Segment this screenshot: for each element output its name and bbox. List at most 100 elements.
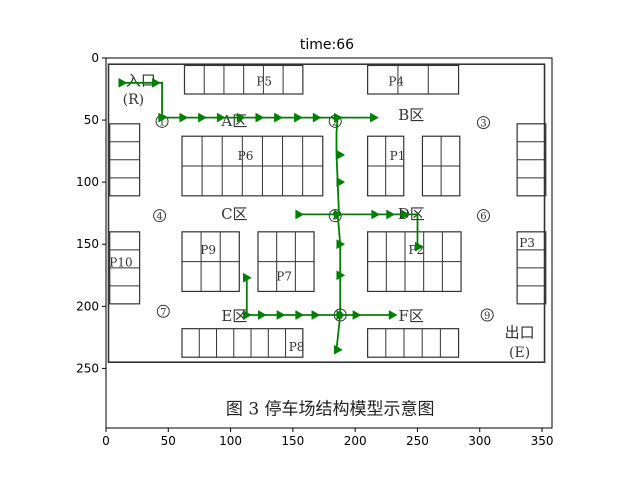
route-line-segment (122, 81, 374, 119)
route-marker (276, 310, 286, 320)
route-marker (401, 209, 411, 220)
parking-area-label: P6 (238, 149, 254, 163)
route-marker (294, 112, 303, 123)
parking-area-label: P4 (388, 74, 404, 88)
route-marker (216, 112, 226, 123)
stall-block-p6 (181, 135, 324, 197)
route-marker (243, 272, 252, 283)
exit-label: 出口 (505, 323, 535, 341)
y-tick-label: 100 (76, 175, 99, 189)
zone-label: E区 (221, 307, 247, 325)
junction-node-label: 1 (159, 117, 165, 128)
parking-area-label: P3 (519, 236, 535, 250)
route-marker (336, 270, 346, 281)
x-tick-label: 0 (102, 434, 110, 448)
route-line-segment (299, 213, 419, 247)
route-marker (152, 77, 161, 88)
route-marker (257, 310, 267, 320)
entrance-label: 入口 (126, 71, 156, 89)
route-marker (414, 241, 424, 252)
stall-block-p10 (109, 231, 141, 305)
stall-block-p1 (367, 135, 405, 197)
entrance-code: (R) (123, 92, 144, 108)
y-tick-label: 0 (91, 51, 99, 65)
stall-block-p1b (421, 135, 461, 197)
route-marker (333, 344, 343, 355)
x-tick-label: 50 (161, 434, 176, 448)
stall-block-p5 (183, 64, 304, 95)
stall-block-border (181, 328, 304, 358)
route-marker (118, 77, 128, 88)
zone-label: F区 (399, 307, 424, 325)
zone-label: B区 (398, 106, 424, 124)
junction-node-circle (476, 209, 490, 223)
route-marker (388, 310, 398, 320)
parking-area-label: P10 (109, 256, 132, 270)
y-tick-label: 50 (84, 113, 99, 127)
route-marker (274, 112, 283, 123)
stall-block-p7 (257, 231, 315, 293)
x-tick-label: 200 (344, 434, 367, 448)
junction-node-circle (156, 304, 170, 318)
junction-node-label: 6 (480, 212, 486, 223)
junction-node: 7 (156, 304, 170, 318)
route-marker (236, 112, 246, 123)
route-marker (336, 310, 346, 320)
route-marker (158, 112, 168, 123)
junction-node-label: 2 (332, 117, 338, 128)
x-axis-ticks: 0 50 100 150 200 250 300 350 (102, 428, 553, 448)
stall-block-right-upper (516, 123, 547, 197)
parking-area-label: P8 (289, 340, 305, 354)
route-marker (386, 209, 396, 220)
junction-node: 9 (480, 308, 494, 322)
route-marker (295, 310, 305, 320)
junction-node-circle (476, 116, 490, 130)
x-tick-label: 100 (219, 434, 242, 448)
stall-block-border (367, 328, 460, 358)
stall-block-p8b (367, 328, 460, 358)
route-marker (352, 310, 362, 320)
parking-area-label: P9 (200, 243, 216, 257)
x-tick-label: 350 (531, 434, 554, 448)
route-marker (255, 112, 265, 123)
junction-node: 4 (153, 209, 167, 223)
route-marker (198, 112, 207, 123)
route-marker (312, 112, 322, 123)
y-tick-label: 200 (76, 299, 99, 313)
stall-block-p9 (181, 231, 240, 293)
junction-node-circle (153, 209, 167, 223)
route-marker (333, 209, 343, 220)
junction-node: 3 (476, 116, 490, 130)
junction-node-label: 7 (160, 307, 166, 318)
parking-area-label: P1 (390, 149, 406, 163)
x-tick-label: 300 (468, 434, 491, 448)
chart-title: time:66 (300, 37, 354, 53)
stall-block-p4 (367, 64, 460, 95)
parking-area-label: P7 (276, 269, 292, 283)
stall-block-p3 (516, 231, 547, 305)
route-marker (370, 112, 379, 123)
zone-label: C区 (221, 205, 247, 223)
junction-node-label: 9 (484, 311, 490, 322)
stall-block-border (367, 64, 460, 95)
route-marker (243, 310, 252, 320)
parking-plan-image: 入口(R)出口(E)A区B区C区D区E区F区P5P4P6P1P9P7P2P3P1… (107, 63, 547, 419)
stall-block-p8 (181, 328, 304, 358)
junction-node-label: 4 (156, 212, 162, 223)
route-marker (336, 149, 346, 160)
x-tick-label: 250 (406, 434, 429, 448)
route-marker (179, 112, 189, 123)
plan-outer-border (107, 63, 546, 363)
axes-frame (105, 57, 553, 429)
route-marker (336, 239, 346, 250)
route-marker (371, 209, 381, 220)
exit-code: (E) (509, 345, 530, 361)
x-tick-label: 150 (281, 434, 304, 448)
route-marker (336, 177, 346, 188)
stall-block-left-upper (109, 123, 141, 197)
route-marker (333, 112, 343, 123)
stall-block-p2 (367, 231, 462, 293)
junction-node-label: 3 (480, 119, 486, 130)
